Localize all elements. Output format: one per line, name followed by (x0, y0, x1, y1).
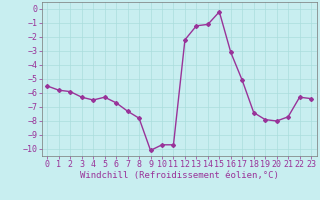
X-axis label: Windchill (Refroidissement éolien,°C): Windchill (Refroidissement éolien,°C) (80, 171, 279, 180)
